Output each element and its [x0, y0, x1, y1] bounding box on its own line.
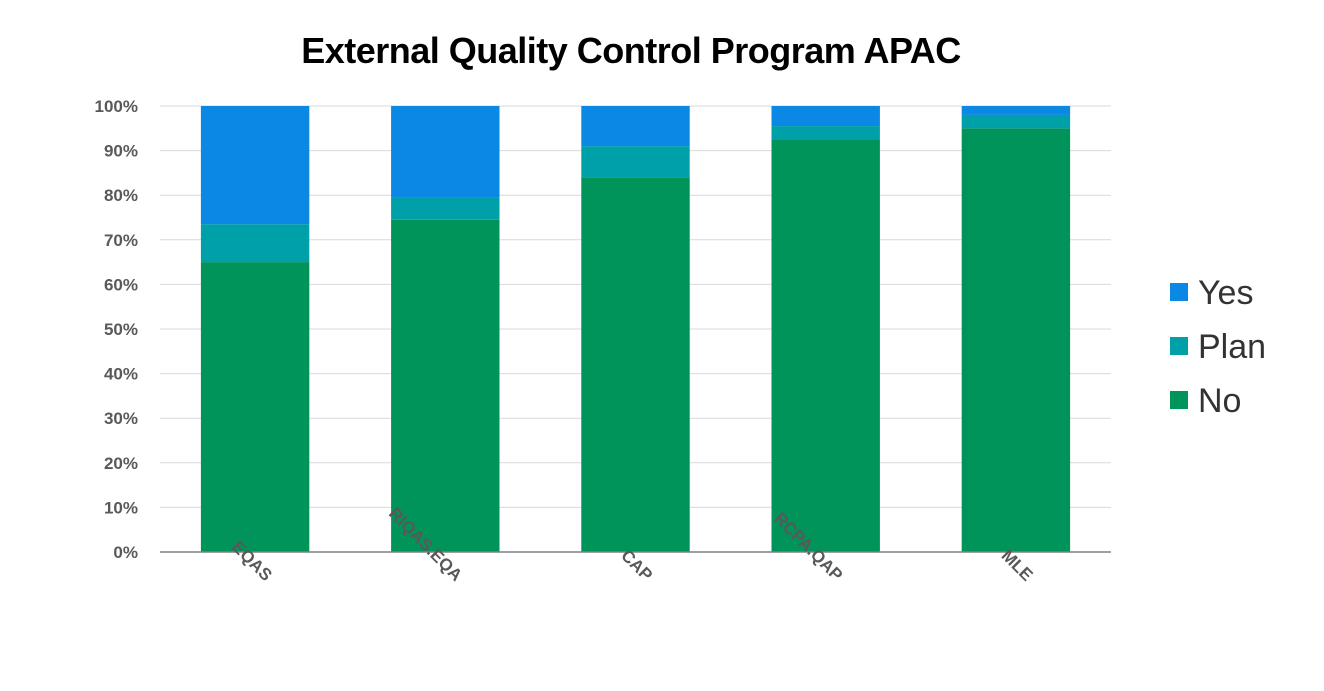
y-tick-label: 80%: [104, 186, 138, 205]
legend-swatch: [1170, 283, 1188, 301]
y-tick-label: 100%: [95, 97, 138, 116]
bar-segment: [961, 106, 1071, 115]
bar-segment: [961, 114, 1071, 129]
chart-title: External Quality Control Program APAC: [301, 30, 961, 71]
y-tick-label: 30%: [104, 409, 138, 428]
y-tick-label: 90%: [104, 142, 138, 161]
legend-swatch: [1170, 391, 1188, 409]
bar-segment: [581, 177, 690, 553]
bar-segment: [391, 219, 500, 553]
y-tick-label: 20%: [104, 454, 138, 473]
bar-segment: [771, 126, 880, 140]
y-tick-label: 10%: [104, 498, 138, 517]
bar-segment: [391, 106, 500, 198]
bar-segment: [581, 106, 690, 147]
legend-label: Plan: [1198, 328, 1266, 366]
bars: [200, 106, 1071, 553]
bar-segment: [771, 139, 880, 552]
y-tick-label: 60%: [104, 275, 138, 294]
bar-segment: [200, 262, 310, 552]
y-axis-ticks: 0% 10% 20% 30% 40% 50% 60% 70% 80% 90% 100%: [95, 97, 138, 562]
bar-segment: [961, 128, 1071, 553]
legend-label: Yes: [1198, 274, 1253, 312]
legend: Yes Plan No: [1170, 274, 1266, 420]
bar-segment: [200, 106, 310, 225]
legend-label: No: [1198, 382, 1241, 420]
bar-segment: [391, 197, 500, 220]
bar-segment: [771, 106, 880, 127]
y-tick-label: 40%: [104, 365, 138, 384]
y-tick-label: 50%: [104, 320, 138, 339]
y-tick-label: 0%: [113, 543, 138, 562]
y-tick-label: 70%: [104, 231, 138, 250]
bar-segment: [200, 224, 310, 263]
legend-swatch: [1170, 337, 1188, 355]
bar-segment: [581, 146, 690, 178]
